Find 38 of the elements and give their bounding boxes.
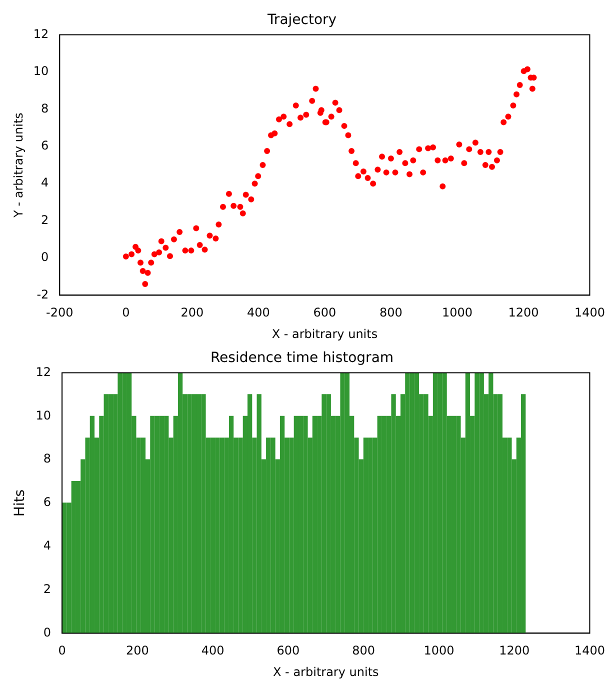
x-tick-label: 1400 [574,306,606,320]
y-tick-label: 4 [41,176,49,190]
y-tick-label: 2 [43,582,52,596]
x-tick-label: 400 [201,644,224,658]
x-tick-label: 0 [122,306,130,320]
y-tick-label: 10 [36,408,52,422]
y-tick-label: 2 [41,212,49,227]
x-tick-label: 800 [352,644,376,658]
x-tick-label: 1200 [508,306,539,320]
y-tick-label: 4 [43,538,52,553]
chart-title: Residence time histogram [210,350,394,366]
y-tick-label: 6 [43,495,52,510]
y-tick-label: 12 [33,26,49,41]
x-tick-label: 600 [313,306,336,320]
y-tick-label: 0 [43,625,52,640]
x-tick-label: 200 [180,306,204,320]
x-axis-title: X - arbitrary units [272,326,378,341]
y-tick-label: 10 [33,64,49,78]
x-tick-label: 1200 [499,644,530,658]
x-tick-label: 800 [380,306,402,320]
x-tick-label: 200 [126,644,149,658]
x-tick-label: 600 [276,644,300,658]
x-axis-title: X - arbitrary units [273,664,379,679]
y-tick-label: 0 [41,250,49,264]
x-tick-label: 400 [246,306,270,320]
x-tick-label: 1400 [574,644,606,658]
y-axis-title: Y - arbitrary units [11,112,26,218]
x-tick-label: 1000 [424,644,454,658]
y-tick-label: 12 [36,364,52,379]
x-tick-label: 1000 [442,306,472,320]
y-axis-title: Hits [12,489,28,517]
y-tick-label: -2 [36,287,49,302]
y-tick-label: 6 [41,138,49,153]
y-tick-label: 8 [43,452,52,466]
chart-title: Trajectory [266,12,337,28]
y-tick-label: 8 [41,101,49,116]
x-tick-label: 0 [58,644,66,658]
x-tick-label: -200 [46,306,74,320]
